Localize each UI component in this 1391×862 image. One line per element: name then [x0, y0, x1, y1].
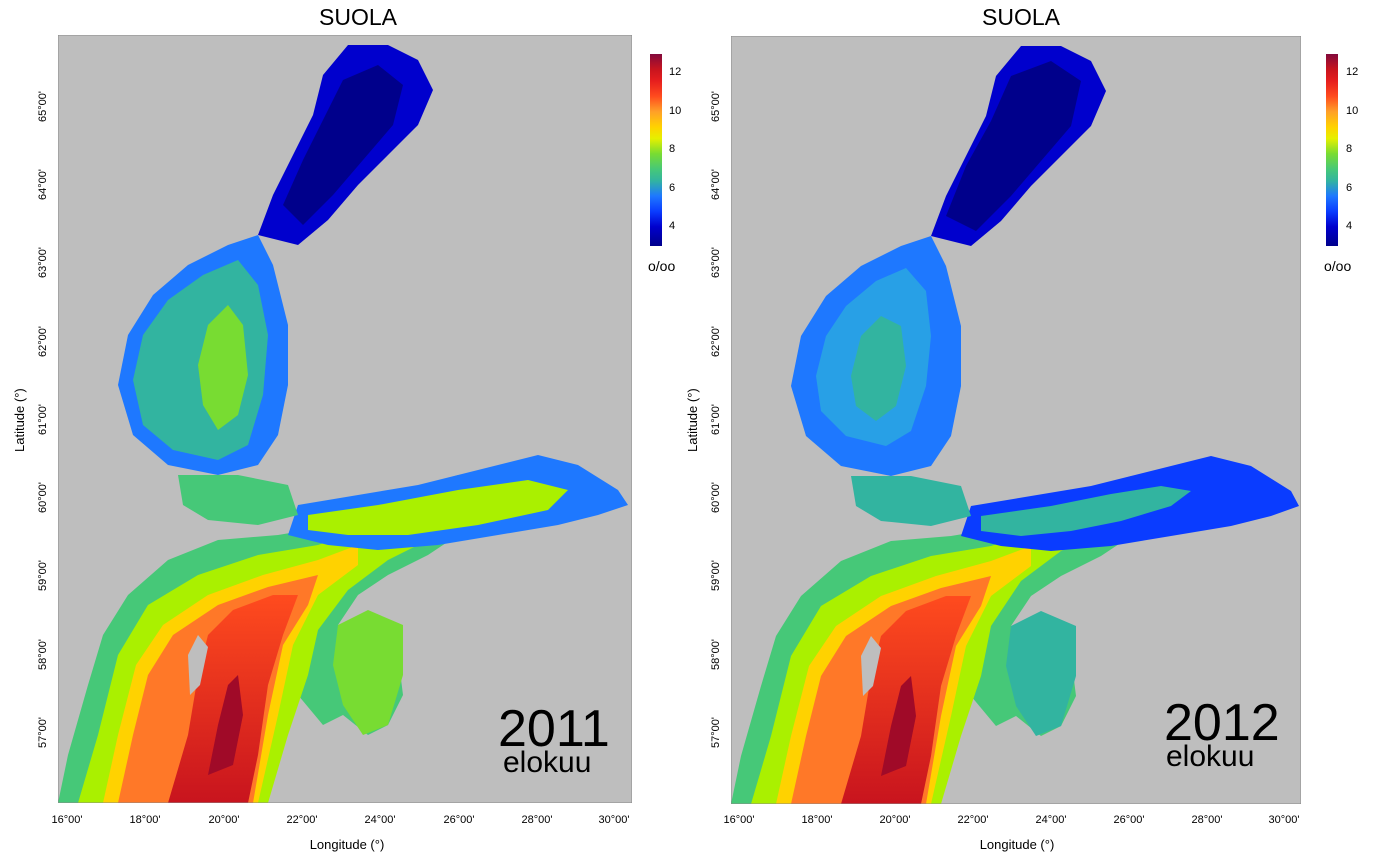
- y-tick-59: 59°00': [710, 560, 722, 591]
- y-tick-59: 59°00': [37, 560, 49, 591]
- y-tick-64: 64°00': [710, 169, 722, 200]
- gulf-of-riga: [333, 610, 403, 735]
- y-tick-57: 57°00': [37, 717, 49, 748]
- salinity-map: [58, 35, 632, 803]
- y-tick-65: 65°00': [710, 91, 722, 122]
- x-tick-28: 28°00': [1191, 814, 1223, 826]
- x-tick-28: 28°00': [521, 814, 553, 826]
- x-tick-26: 26°00': [443, 814, 475, 826]
- year-label: 2012: [1164, 694, 1280, 752]
- y-tick-60: 60°00': [37, 482, 49, 513]
- x-tick-16: 16°00': [723, 814, 755, 826]
- x-tick-20: 20°00': [208, 814, 240, 826]
- colorbar-tick-4: 4: [1346, 220, 1353, 232]
- x-axis-label: Longitude (°): [309, 837, 385, 852]
- y-axis-label: Latitude (°): [12, 388, 27, 452]
- gotland-deep-core: [881, 676, 916, 776]
- map-panel-2012: SUOLA 57°00' 58°00' 59°00' 60°00' 61°00'…: [685, 0, 1390, 862]
- x-tick-16: 16°00': [51, 814, 83, 826]
- x-tick-24: 24°00': [1035, 814, 1067, 826]
- gotland-deep-core: [208, 675, 243, 775]
- y-tick-61: 61°00': [710, 404, 722, 435]
- panel-title: SUOLA: [319, 4, 397, 30]
- bothnian-sea-core: [851, 316, 906, 421]
- aland-sea: [851, 476, 971, 526]
- colorbar: [1326, 54, 1338, 246]
- y-tick-57: 57°00': [710, 717, 722, 748]
- colorbar-tick-10: 10: [669, 105, 682, 117]
- y-axis-label: Latitude (°): [685, 388, 700, 452]
- x-tick-30: 30°00': [598, 814, 630, 826]
- colorbar-tick-8: 8: [1346, 143, 1353, 155]
- x-tick-22: 22°00': [957, 814, 989, 826]
- x-tick-24: 24°00': [364, 814, 396, 826]
- bothnian-bay-core: [283, 65, 403, 225]
- y-tick-63: 63°00': [37, 247, 49, 278]
- gulf-of-riga: [1006, 611, 1076, 736]
- y-tick-63: 63°00': [710, 247, 722, 278]
- aland-sea: [178, 475, 298, 525]
- year-label: 2011: [498, 700, 610, 758]
- month-label: elokuu: [503, 746, 592, 779]
- x-tick-18: 18°00': [801, 814, 833, 826]
- colorbar-unit: o/oo: [1324, 258, 1352, 274]
- x-tick-26: 26°00': [1113, 814, 1145, 826]
- x-tick-22: 22°00': [286, 814, 318, 826]
- x-tick-18: 18°00': [129, 814, 161, 826]
- x-tick-20: 20°00': [879, 814, 911, 826]
- colorbar-tick-6: 6: [1346, 182, 1353, 194]
- y-tick-64: 64°00': [37, 169, 49, 200]
- bothnian-bay-core: [946, 61, 1081, 231]
- y-tick-62: 62°00': [710, 326, 722, 357]
- gotland-island: [188, 635, 208, 695]
- gulf-of-finland-core: [308, 480, 568, 535]
- salinity-map: [731, 36, 1301, 804]
- panel-title: SUOLA: [982, 4, 1060, 30]
- x-tick-30: 30°00': [1268, 814, 1300, 826]
- gulf-of-finland-core: [981, 486, 1191, 536]
- y-tick-61: 61°00': [37, 404, 49, 435]
- colorbar: [650, 54, 662, 246]
- colorbar-tick-4: 4: [669, 220, 676, 232]
- y-tick-65: 65°00': [37, 91, 49, 122]
- colorbar-tick-12: 12: [1346, 66, 1359, 78]
- y-tick-58: 58°00': [710, 639, 722, 670]
- colorbar-tick-12: 12: [669, 66, 682, 78]
- y-tick-62: 62°00': [37, 326, 49, 357]
- x-axis-label: Longitude (°): [979, 837, 1055, 852]
- gotland-island: [861, 636, 881, 696]
- bothnian-sea-core: [198, 305, 248, 430]
- colorbar-unit: o/oo: [648, 258, 676, 274]
- colorbar-tick-6: 6: [669, 182, 676, 194]
- month-label: elokuu: [1166, 740, 1255, 773]
- map-panel-2011: SUOLA 57°00' 58°00' 59°00': [0, 0, 695, 862]
- colorbar-tick-10: 10: [1346, 105, 1359, 117]
- y-tick-58: 58°00': [37, 639, 49, 670]
- colorbar-tick-8: 8: [669, 143, 676, 155]
- y-tick-60: 60°00': [710, 482, 722, 513]
